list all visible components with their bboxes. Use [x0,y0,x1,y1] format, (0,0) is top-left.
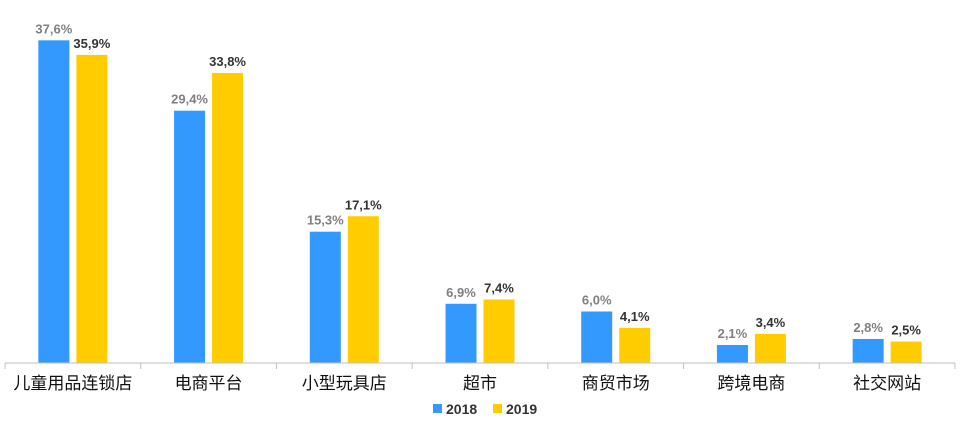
bar-2019-6 [890,341,922,363]
bar-2019-1 [212,72,244,364]
category-label-2: 小型玩具店 [302,374,387,394]
bar-2019-0 [76,54,108,364]
category-label-1: 电商平台 [175,374,243,394]
bar-2018-5 [716,344,748,363]
x-axis-ticks [4,363,956,369]
bar-2018-4 [581,311,613,363]
bar-2019-5 [754,333,786,363]
bar-2018-1 [174,110,206,363]
category-label-5: 跨境电商 [717,374,785,394]
legend-swatch-2018 [433,404,442,413]
legend-swatch-2019 [493,404,502,413]
data-label-2019-0: 35,9% [73,36,110,51]
data-label-2018-5: 2,1% [718,326,748,341]
data-label-2018-3: 6,9% [446,285,476,300]
category-label-6: 社交网站 [853,374,921,394]
bar-2018-0 [38,40,70,363]
legend-label-2018: 2018 [446,401,477,417]
category-labels-layer: 儿童用品连锁店 电商平台 小型玩具店 超市 商贸市场 跨境电商 社交网站 [13,374,921,394]
bar-2018-6 [852,338,884,363]
data-label-2019-5: 3,4% [756,315,786,330]
data-label-2018-0: 37,6% [35,21,72,36]
bar-2018-2 [309,231,341,363]
category-label-0: 儿童用品连锁店 [13,374,132,394]
legend-label-2019: 2019 [506,401,537,417]
data-label-2018-4: 6,0% [582,293,612,308]
bars-layer [38,40,922,364]
data-label-2019-6: 2,5% [891,323,921,338]
data-label-2019-4: 4,1% [620,309,650,324]
data-label-2018-6: 2,8% [853,320,883,335]
data-label-2019-3: 7,4% [484,280,514,295]
data-label-2019-2: 17,1% [345,197,382,212]
value-labels-layer: 37,6%35,9% 29,4% 33,8% 15,3%17,1% 6,9% 7,4% 6,… [35,21,921,341]
bar-2019-2 [347,216,379,363]
data-label-2018-2: 15,3% [307,213,344,228]
category-label-3: 超市 [463,374,497,394]
category-label-4: 商贸市场 [582,374,650,394]
data-label-2019-1: 33,8% [209,54,246,69]
legend: 2018 2019 [433,401,537,417]
bar-2019-4 [619,327,651,363]
bar-2018-3 [445,303,477,363]
data-label-2018-1: 29,4% [171,92,208,107]
bar-2019-3 [483,299,515,363]
